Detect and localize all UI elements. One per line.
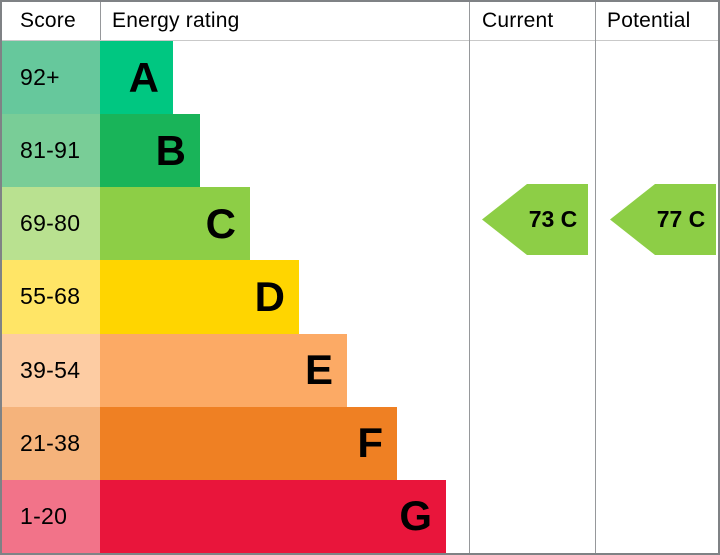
divider-current-column — [469, 2, 470, 553]
band-score-cell: 69-80 — [2, 187, 100, 261]
band-bar: F — [100, 406, 397, 480]
band-grade-label: B — [155, 126, 186, 174]
divider-potential-column — [595, 2, 596, 553]
band-score-label: 92+ — [20, 64, 60, 91]
band-row-b: 81-91 B — [2, 114, 718, 188]
potential-rating-arrow: 77 C — [610, 184, 716, 255]
left-pointing-arrow-shape — [482, 184, 588, 255]
band-row-d: 55-68 D — [2, 260, 718, 334]
current-rating-value: 73 C — [528, 206, 578, 232]
band-bar: B — [100, 114, 200, 188]
band-score-cell: 81-91 — [2, 114, 100, 188]
band-row-e: 39-54 E — [2, 333, 718, 407]
band-grade-label: D — [254, 272, 285, 320]
current-rating-arrow: 73 C — [482, 184, 588, 255]
band-grade-label: C — [205, 199, 236, 247]
band-bar: G — [100, 479, 446, 553]
header-current: Current — [482, 9, 554, 32]
band-row-f: 21-38 F — [2, 406, 718, 480]
band-row-a: 92+ A — [2, 41, 718, 115]
header-potential: Potential — [607, 9, 691, 32]
rating-bands: 92+ A 81-91 B 69-80 C 55-68 D 39-54 E 21… — [2, 41, 718, 553]
divider-score-column — [100, 2, 101, 40]
band-row-g: 1-20 G — [2, 479, 718, 553]
band-score-label: 21-38 — [20, 429, 81, 456]
band-score-label: 55-68 — [20, 283, 81, 310]
band-grade-label: E — [304, 346, 333, 394]
potential-rating-value: 77 C — [656, 206, 706, 232]
band-score-cell: 39-54 — [2, 333, 100, 407]
header-score: Score — [20, 9, 76, 32]
band-row-c: 69-80 C — [2, 187, 718, 261]
band-grade-label: G — [399, 492, 432, 540]
band-score-cell: 1-20 — [2, 479, 100, 553]
band-score-label: 81-91 — [20, 137, 81, 164]
band-bar: A — [100, 41, 173, 115]
band-score-cell: 21-38 — [2, 406, 100, 480]
band-grade-label: F — [357, 419, 383, 467]
band-score-cell: 55-68 — [2, 260, 100, 334]
band-score-label: 1-20 — [20, 502, 68, 529]
band-score-cell: 92+ — [2, 41, 100, 115]
band-bar: C — [100, 187, 250, 261]
band-bar: D — [100, 260, 299, 334]
header-energy-rating: Energy rating — [112, 9, 240, 32]
band-grade-label: A — [128, 53, 159, 101]
band-score-label: 39-54 — [20, 356, 81, 383]
chart-header-row: Score Energy rating Current Potential — [2, 2, 718, 41]
band-bar: E — [100, 333, 347, 407]
band-score-label: 69-80 — [20, 210, 81, 237]
left-pointing-arrow-shape — [610, 184, 716, 255]
